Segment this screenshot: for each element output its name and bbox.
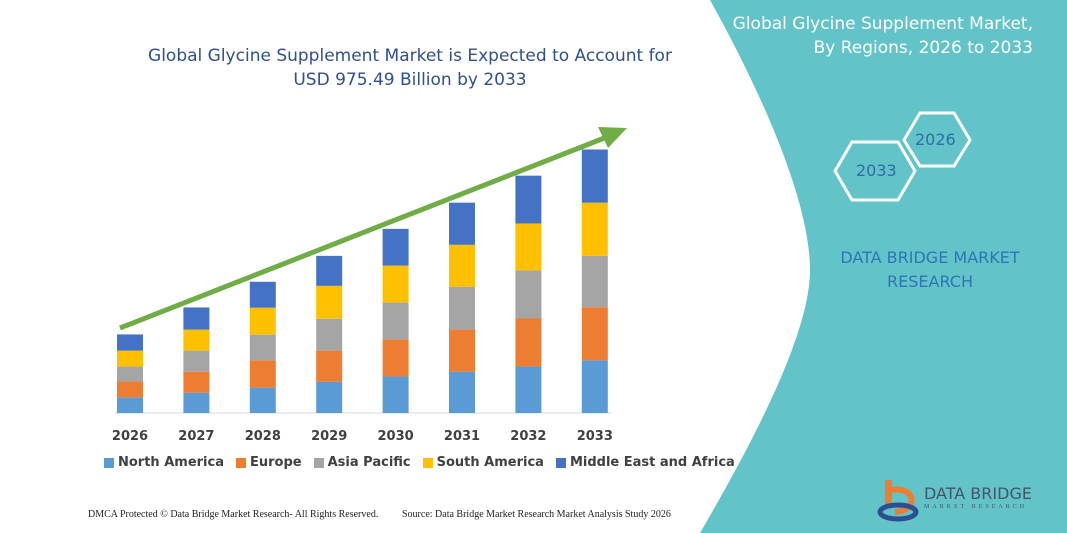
hex-label-2033: 2033 xyxy=(856,161,897,180)
bar-segment-2028-europe xyxy=(249,360,276,388)
x-tick-label: 2027 xyxy=(178,429,214,444)
bar-segment-2027-middle-east-and-africa xyxy=(183,307,210,330)
legend-swatch xyxy=(422,457,433,468)
legend-swatch xyxy=(236,457,246,468)
logo-icon xyxy=(877,480,919,522)
bar-segment-2028-south-america xyxy=(249,307,276,335)
x-tick-label: 2033 xyxy=(577,429,613,444)
bar-segment-2029-north-america xyxy=(316,381,343,413)
bar-segment-2026-middle-east-and-africa xyxy=(117,334,143,351)
side-title: Global Glycine Supplement Market, By Reg… xyxy=(703,12,1033,60)
bar-segment-2026-north-america xyxy=(117,397,143,413)
legend-item: Middle East and Africa xyxy=(555,455,735,470)
x-tick-label: 2028 xyxy=(245,429,281,444)
title-line-1: Global Glycine Supplement Market is Expe… xyxy=(148,46,672,66)
brand-line-2: RESEARCH xyxy=(887,272,973,291)
bar-segment-2033-asia-pacific xyxy=(581,255,608,308)
logo-subtext: MARKET RESEARCH xyxy=(924,504,1028,510)
legend-item: Asia Pacific xyxy=(313,455,411,470)
bar-segment-2030-europe xyxy=(382,339,409,377)
legend-label: North America xyxy=(118,455,224,470)
bar-segment-2031-asia-pacific xyxy=(449,286,475,330)
bar-segment-2032-middle-east-and-africa xyxy=(515,175,542,224)
bar-segment-2033-south-america xyxy=(581,202,608,256)
x-tick-label: 2031 xyxy=(444,429,480,444)
bar-segment-2026-europe xyxy=(117,381,143,398)
bar-segment-2028-north-america xyxy=(249,387,276,413)
trend-arrow xyxy=(119,132,613,331)
legend-item: Europe xyxy=(236,455,302,470)
bar-segment-2032-north-america xyxy=(515,366,542,413)
x-tick-label: 2032 xyxy=(510,429,546,444)
side-title-line-1: Global Glycine Supplement Market, xyxy=(732,14,1033,34)
bar-segment-2030-south-america xyxy=(382,265,409,303)
bar-segment-2033-middle-east-and-africa xyxy=(581,149,608,203)
bar-segment-2026-asia-pacific xyxy=(117,366,143,382)
bar-segment-2032-south-america xyxy=(515,223,542,271)
bar-segment-2029-middle-east-and-africa xyxy=(316,255,343,286)
bar-segment-2027-asia-pacific xyxy=(183,350,210,372)
legend: North America Europe Asia Pacific South Ame… xyxy=(104,455,735,470)
legend-swatch xyxy=(104,457,114,468)
legend-item: North America xyxy=(104,455,224,470)
legend-label: Middle East and Africa xyxy=(569,455,735,470)
bar-segment-2032-asia-pacific xyxy=(515,270,542,319)
bar-segment-2027-south-america xyxy=(183,329,210,351)
title-line-2: USD 975.49 Billion by 2033 xyxy=(293,70,527,90)
bar-segment-2033-north-america xyxy=(581,360,608,413)
bar-segment-2031-middle-east-and-africa xyxy=(449,202,475,245)
bar-segment-2029-asia-pacific xyxy=(316,318,343,351)
footer-copyright: DMCA Protected © Data Bridge Market Rese… xyxy=(88,509,379,520)
bar-segment-2026-south-america xyxy=(117,350,143,367)
bar-segment-2031-south-america xyxy=(449,244,475,287)
chart-title: Global Glycine Supplement Market is Expe… xyxy=(130,44,690,92)
side-title-line-2: By Regions, 2026 to 2033 xyxy=(813,38,1033,58)
bar-segment-2031-north-america xyxy=(449,371,475,413)
bar-segment-2029-south-america xyxy=(316,285,343,319)
legend-label: South America xyxy=(436,455,544,470)
legend-label: Asia Pacific xyxy=(327,455,411,470)
footer-source: Source: Data Bridge Market Research Mark… xyxy=(402,509,671,520)
legend-swatch xyxy=(313,457,324,468)
hexagon-2033 xyxy=(833,140,917,202)
bar-segment-2028-asia-pacific xyxy=(249,334,276,361)
bar-segment-2030-north-america xyxy=(382,376,409,413)
legend-item: South America xyxy=(422,455,544,470)
hex-label-2026: 2026 xyxy=(915,130,956,149)
bar-segment-2027-europe xyxy=(183,371,210,393)
legend-label: Europe xyxy=(250,455,302,470)
bar-segment-2028-middle-east-and-africa xyxy=(249,281,276,308)
legend-swatch xyxy=(555,457,566,468)
x-tick-label: 2026 xyxy=(112,429,148,444)
bar-segment-2029-europe xyxy=(316,350,343,382)
bar-segment-2032-europe xyxy=(515,318,542,367)
x-tick-label: 2029 xyxy=(311,429,347,444)
bar-segment-2030-asia-pacific xyxy=(382,302,409,340)
bar-segment-2030-middle-east-and-africa xyxy=(382,228,409,266)
teal-side-panel xyxy=(700,0,1067,533)
logo-text: DATA BRIDGE xyxy=(924,484,1032,503)
brand-text: DATA BRIDGE MARKET RESEARCH xyxy=(830,246,1030,294)
brand-line-1: DATA BRIDGE MARKET xyxy=(840,248,1020,267)
hexagon-2026 xyxy=(902,111,972,168)
bar-segment-2031-europe xyxy=(449,329,475,372)
bar-segment-2033-europe xyxy=(581,307,608,361)
x-tick-label: 2030 xyxy=(378,429,414,444)
trend-arrowhead xyxy=(598,127,627,148)
bar-segment-2027-north-america xyxy=(183,392,210,413)
